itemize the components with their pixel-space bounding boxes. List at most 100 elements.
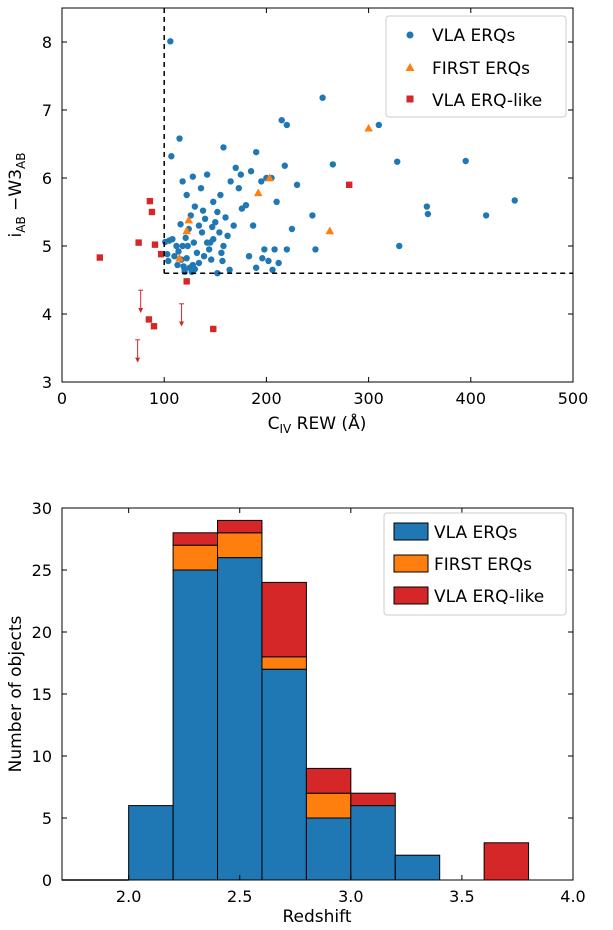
vla-erqs-bar bbox=[172, 569, 219, 881]
vla-erqs-point bbox=[283, 121, 291, 129]
x-tick-label: 500 bbox=[558, 389, 589, 408]
legend-vla-erq-like-label: VLA ERQ-like bbox=[432, 91, 542, 111]
vla-erqs-point bbox=[281, 162, 288, 169]
vla-erqs-point bbox=[176, 135, 183, 142]
legend-vla-erqs-hist-label: VLA ERQs bbox=[434, 523, 517, 543]
vla-erqs-point bbox=[309, 212, 316, 219]
vla-erq-like-point bbox=[135, 239, 142, 246]
vla-erqs-point bbox=[224, 232, 231, 239]
legend-vla-erqs-label: VLA ERQs bbox=[432, 26, 515, 46]
histogram-y-axis-label: Number of objects bbox=[6, 615, 26, 772]
vla-erqs-point bbox=[183, 255, 190, 262]
vla-erqs-point bbox=[216, 229, 223, 236]
vla-erq-like-point bbox=[148, 208, 156, 216]
first-erqs-bar bbox=[217, 532, 263, 559]
scatter-x-axis-label: CIV REW (Å) bbox=[268, 412, 367, 436]
vla-erqs-point bbox=[218, 249, 225, 256]
first-erqs-bar bbox=[305, 792, 352, 819]
vla-erqs-point bbox=[183, 191, 190, 199]
vla-erqs-point bbox=[249, 222, 257, 229]
x-tick-label: 300 bbox=[353, 389, 384, 408]
vla-erqs-point bbox=[220, 242, 227, 250]
vla-erqs-point bbox=[214, 208, 221, 216]
legend-first-erqs-marker bbox=[405, 63, 415, 71]
vla-erqs-point bbox=[191, 203, 199, 210]
scatter-legend: VLA ERQs FIRST ERQs VLA ERQ-like bbox=[385, 15, 567, 118]
vla-erqs-point bbox=[259, 255, 266, 262]
vla-erqs-point bbox=[181, 268, 188, 276]
vla-erqs-point bbox=[220, 144, 227, 151]
vla-erqs-point bbox=[165, 257, 172, 265]
legend-vla-erqs-patch bbox=[393, 522, 429, 541]
vla-erqs-point bbox=[482, 212, 490, 219]
vla-erqs-point bbox=[227, 178, 234, 185]
y-tick-label: 30 bbox=[32, 499, 52, 518]
vla-erqs-point bbox=[169, 236, 176, 243]
x-tick-label: 2.0 bbox=[116, 887, 141, 906]
y-tick-label: 25 bbox=[32, 561, 52, 580]
vla-erqs-point bbox=[252, 148, 260, 156]
vla-erqs-point bbox=[212, 219, 219, 226]
upper-limit-arrow bbox=[135, 339, 141, 363]
vla-erq-like-point bbox=[146, 197, 154, 205]
vla-erq-like-point bbox=[151, 241, 159, 248]
first-erqs-point bbox=[325, 226, 335, 235]
vla-erqs-point bbox=[258, 178, 265, 185]
vla-erqs-point bbox=[191, 265, 199, 273]
legend-vla-erq-like-hist-label: VLA ERQ-like bbox=[434, 587, 544, 607]
vla-erqs-point bbox=[197, 185, 205, 192]
scatter-marks bbox=[96, 38, 518, 363]
vla-erq-like-bar bbox=[261, 581, 307, 658]
legend-vla-erq-like-marker bbox=[406, 95, 414, 103]
vla-erqs-point bbox=[205, 246, 213, 253]
vla-erqs-point bbox=[206, 239, 214, 246]
vla-erqs-point bbox=[247, 168, 255, 175]
vla-erqs-point bbox=[261, 246, 268, 253]
vla-erqs-bar bbox=[128, 805, 174, 881]
vla-erqs-bar bbox=[261, 668, 307, 881]
scatter-ticks: 0 100 200 300 400 500 3 4 5 6 7 8 bbox=[42, 8, 588, 408]
upper-limit-arrow bbox=[179, 303, 185, 327]
vla-erqs-bar bbox=[350, 805, 396, 881]
x-tick-label: 3.0 bbox=[338, 887, 363, 906]
vla-erqs-point bbox=[193, 249, 201, 256]
first-erqs-point bbox=[184, 215, 194, 224]
y-tick-label: 15 bbox=[32, 685, 52, 704]
vla-erq-like-bar bbox=[172, 532, 219, 546]
vla-erqs-point bbox=[235, 185, 243, 192]
vla-erq-like-point bbox=[145, 316, 153, 323]
x-tick-label: 400 bbox=[456, 389, 487, 408]
vla-erqs-point bbox=[283, 246, 291, 253]
legend-first-erqs-hist-label: FIRST ERQs bbox=[434, 555, 532, 575]
y-tick-label: 8 bbox=[42, 33, 52, 52]
histogram-legend-frame bbox=[383, 512, 567, 616]
vla-erq-like-bar bbox=[483, 842, 530, 881]
vla-erq-like-bar bbox=[217, 519, 263, 534]
y-tick-label: 4 bbox=[42, 305, 52, 324]
vla-erqs-point bbox=[271, 246, 278, 253]
vla-erqs-point bbox=[214, 270, 221, 277]
first-erqs-point bbox=[253, 188, 263, 197]
vla-erqs-point bbox=[269, 266, 276, 273]
first-erqs-point bbox=[182, 226, 191, 235]
scatter-y-axis-label: iAB −W3AB bbox=[6, 153, 28, 238]
vla-erqs-point bbox=[209, 223, 216, 231]
vla-erqs-point bbox=[424, 210, 432, 218]
vla-erq-like-point bbox=[183, 278, 190, 285]
x-tick-label: 0 bbox=[57, 389, 67, 408]
x-tick-label: 2.5 bbox=[227, 887, 252, 906]
vla-erq-like-point bbox=[157, 250, 165, 258]
y-tick-label: 0 bbox=[42, 871, 52, 890]
scatter-legend-frame bbox=[385, 15, 567, 118]
histogram-axes-frame bbox=[61, 507, 574, 881]
histogram-bars bbox=[62, 519, 530, 881]
vla-erqs-point bbox=[179, 178, 186, 185]
vla-erqs-bar bbox=[394, 854, 441, 881]
vla-erqs-point bbox=[171, 253, 178, 260]
y-tick-label: 10 bbox=[32, 747, 52, 766]
vla-erqs-point bbox=[175, 248, 182, 255]
first-erqs-point bbox=[364, 123, 373, 132]
vla-erqs-point bbox=[182, 234, 189, 242]
first-erqs-point bbox=[175, 253, 184, 262]
vla-erqs-point bbox=[511, 197, 518, 204]
